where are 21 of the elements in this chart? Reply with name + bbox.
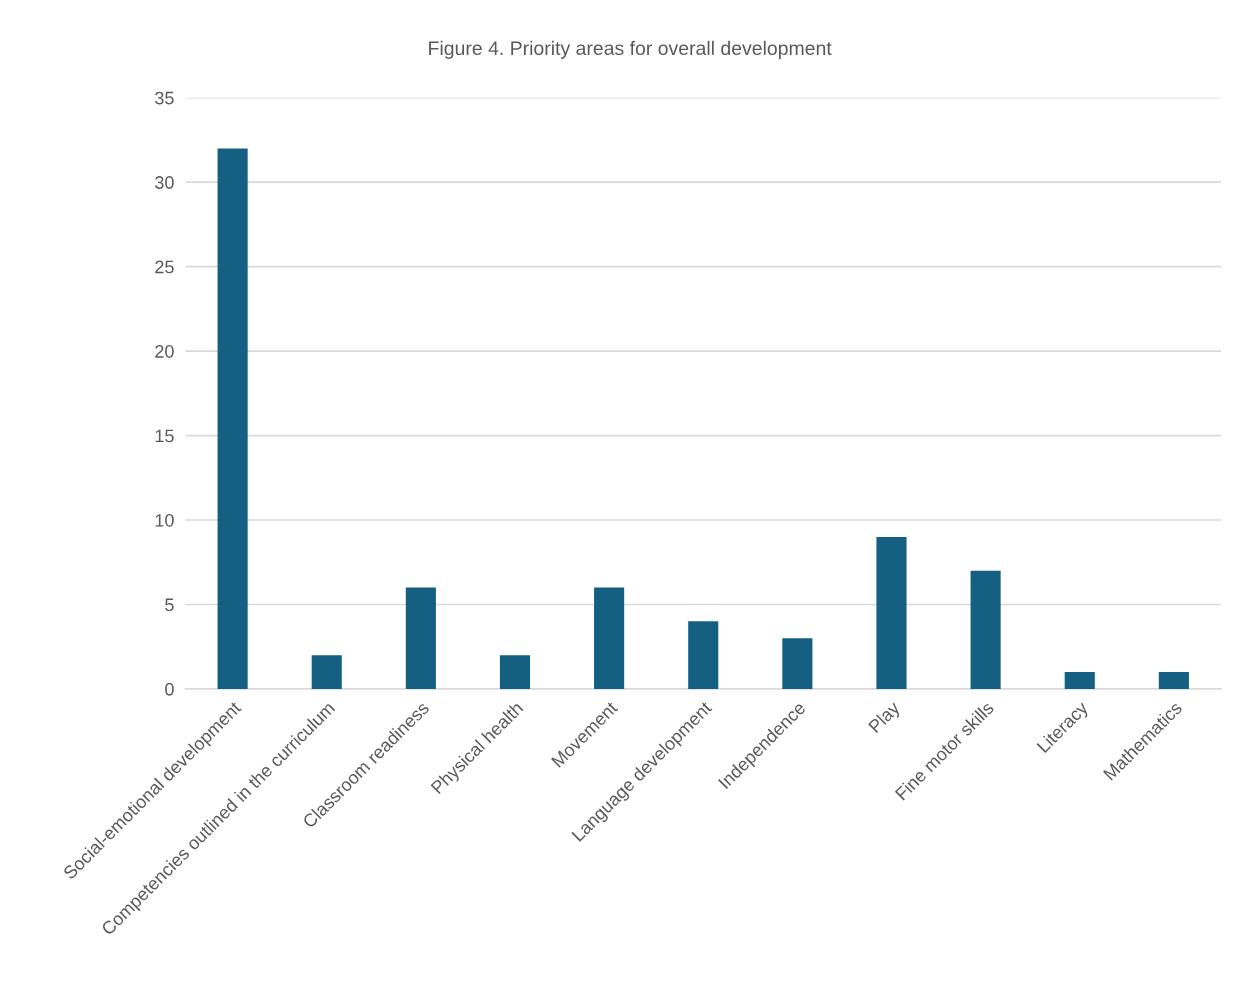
y-tick-label: 10 [155, 513, 174, 527]
y-tick-label: 15 [155, 429, 174, 443]
bar [782, 638, 813, 689]
bar [876, 536, 907, 689]
y-tick-label: 5 [165, 598, 174, 612]
bar [970, 570, 1001, 689]
bar [311, 655, 342, 689]
bar [688, 621, 719, 689]
y-tick-label: 20 [155, 345, 174, 358]
y-tick-label: 0 [165, 682, 174, 696]
bar [405, 587, 436, 689]
x-tick-label: Play [867, 700, 904, 736]
bar [594, 587, 625, 689]
bar [1158, 672, 1189, 689]
y-tick-label: 25 [155, 260, 174, 274]
bar [1064, 672, 1095, 689]
chart-title: Figure 4. Priority areas for overall development [429, 40, 832, 59]
bar [217, 148, 248, 689]
y-tick-label: 35 [155, 91, 174, 105]
y-tick-label: 30 [155, 176, 174, 189]
bar [499, 655, 531, 689]
